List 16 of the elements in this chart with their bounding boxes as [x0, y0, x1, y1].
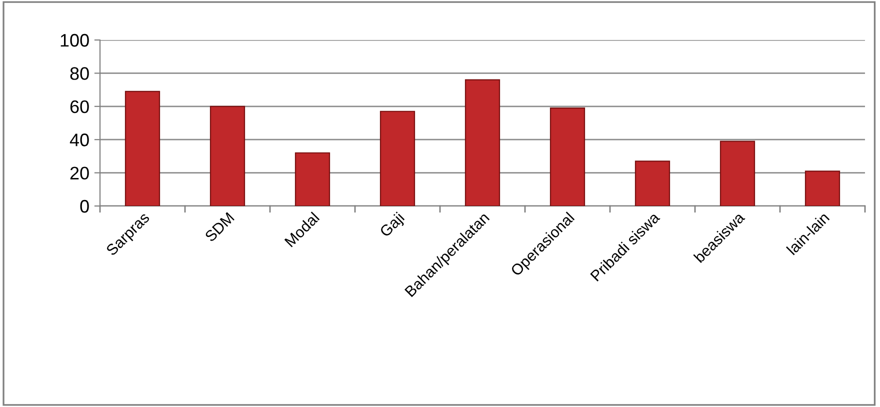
y-tick-label: 60	[70, 100, 89, 114]
bar	[720, 140, 756, 206]
y-tick-label: 80	[70, 67, 89, 80]
bar	[804, 170, 840, 206]
y-tick-label: 100	[60, 34, 89, 47]
bar	[124, 90, 160, 206]
bar	[210, 106, 246, 206]
y-tick-label: 0	[80, 200, 89, 213]
y-tick-label: 40	[70, 134, 89, 146]
bar	[634, 160, 670, 206]
bar	[464, 79, 500, 206]
bar	[380, 110, 416, 206]
bar	[294, 152, 330, 206]
x-tick-label: Gaji	[378, 212, 407, 240]
y-tick-label: 20	[70, 166, 89, 180]
bar	[550, 108, 586, 206]
